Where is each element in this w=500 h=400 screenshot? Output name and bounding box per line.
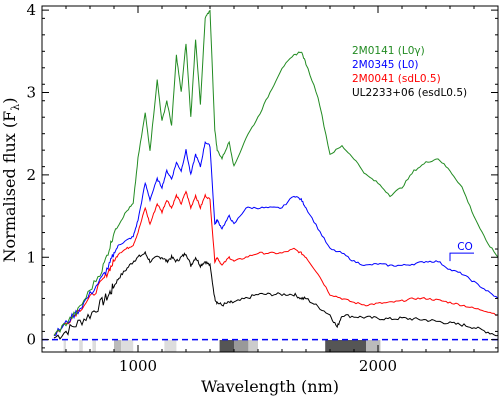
- y-axis-title-sub: λ: [9, 104, 22, 111]
- series-line-1: [53, 141, 499, 336]
- x-axis-title: Wavelength (nm): [201, 377, 339, 396]
- series-line-0: [53, 9, 499, 336]
- annotation-bracket-0: [449, 252, 474, 262]
- telluric-band-9: [325, 340, 366, 352]
- series-line-3: [53, 250, 499, 340]
- telluric-band-5: [164, 340, 177, 352]
- series-group: [42, 9, 499, 341]
- telluric-band-1: [79, 340, 83, 352]
- y-axis-title: Normalised flux (Fλ): [0, 98, 22, 263]
- telluric-band-3: [114, 340, 122, 352]
- telluric-band-2: [92, 340, 96, 352]
- legend-entry-2: 2M0041 (sdL0.5): [352, 73, 441, 85]
- y-tick-label: 3: [26, 84, 36, 102]
- x-tick-label: 1000: [119, 357, 157, 375]
- y-axis-title-close: ): [0, 98, 19, 104]
- x-tick-label: 2000: [359, 357, 397, 375]
- annotations-group: CO: [449, 241, 474, 262]
- series-line-2: [53, 190, 499, 336]
- telluric-band-4: [121, 340, 134, 352]
- y-tick-label: 4: [26, 1, 36, 19]
- telluric-band-8: [248, 340, 258, 352]
- telluric-band-7: [234, 340, 249, 352]
- annotation-label-0: CO: [457, 241, 473, 253]
- axis-ticks: 1000 2000 0 1 2 3 4: [26, 1, 498, 375]
- telluric-band-6: [219, 340, 234, 352]
- legend-entry-0: 2M0141 (L0γ): [352, 45, 425, 57]
- legend-entry-1: 2M0345 (L0): [352, 59, 419, 71]
- y-axis-title-main: Normalised flux (F: [0, 111, 19, 263]
- telluric-bands: [63, 340, 381, 352]
- y-tick-label: 0: [26, 331, 36, 349]
- plot-frame: [41, 5, 499, 353]
- legend: 2M0141 (L0γ) 2M0345 (L0) 2M0041 (sdL0.5) UL…: [352, 45, 467, 99]
- y-tick-label: 2: [26, 166, 36, 184]
- legend-entry-3: UL2233+06 (esdL0.5): [352, 87, 467, 99]
- telluric-band-0: [63, 340, 66, 352]
- y-tick-label: 1: [26, 248, 36, 266]
- telluric-band-10: [366, 340, 381, 352]
